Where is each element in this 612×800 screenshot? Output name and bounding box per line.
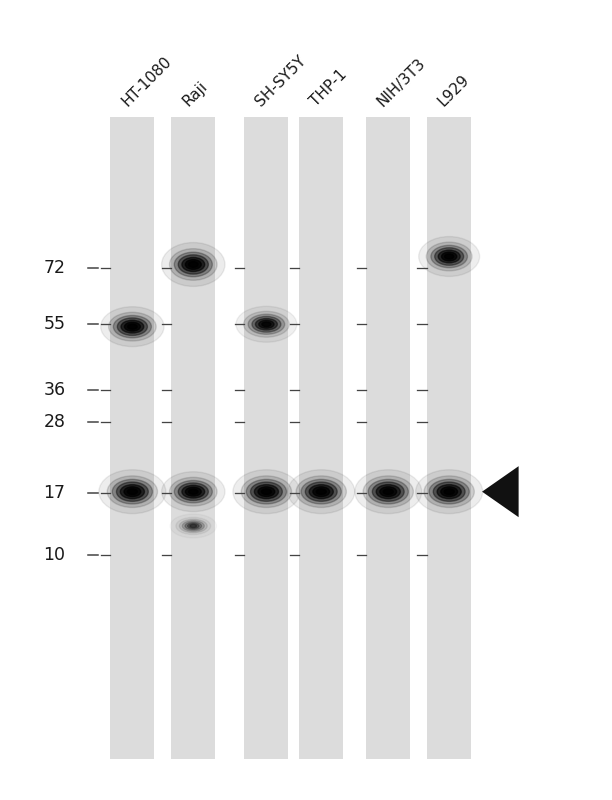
Ellipse shape <box>236 306 297 342</box>
Ellipse shape <box>435 248 464 266</box>
Ellipse shape <box>107 476 157 507</box>
Ellipse shape <box>305 482 337 502</box>
Ellipse shape <box>252 316 281 332</box>
Ellipse shape <box>296 476 346 507</box>
Ellipse shape <box>363 476 413 507</box>
Ellipse shape <box>174 481 212 503</box>
Ellipse shape <box>187 523 199 529</box>
Text: 10: 10 <box>43 546 65 565</box>
Ellipse shape <box>121 320 144 333</box>
Ellipse shape <box>427 242 472 271</box>
Ellipse shape <box>178 483 208 501</box>
Ellipse shape <box>313 487 330 497</box>
Ellipse shape <box>241 476 291 507</box>
Text: THP-1: THP-1 <box>308 66 350 109</box>
Ellipse shape <box>441 487 458 497</box>
Ellipse shape <box>438 250 460 263</box>
Ellipse shape <box>116 482 148 502</box>
Bar <box>244 117 288 758</box>
Ellipse shape <box>259 320 274 328</box>
Ellipse shape <box>179 519 207 533</box>
Ellipse shape <box>101 306 164 346</box>
Ellipse shape <box>261 489 272 494</box>
Bar <box>299 117 343 758</box>
Ellipse shape <box>108 312 156 341</box>
Ellipse shape <box>113 315 151 338</box>
Ellipse shape <box>162 242 225 286</box>
Ellipse shape <box>301 479 341 504</box>
Ellipse shape <box>121 485 144 498</box>
Ellipse shape <box>185 260 201 270</box>
Ellipse shape <box>162 472 225 512</box>
Ellipse shape <box>124 322 140 331</box>
Ellipse shape <box>372 482 404 502</box>
Ellipse shape <box>127 489 138 494</box>
Text: SH-SY5Y: SH-SY5Y <box>253 53 309 109</box>
Ellipse shape <box>244 311 289 337</box>
Ellipse shape <box>316 489 326 494</box>
Ellipse shape <box>178 255 208 274</box>
Ellipse shape <box>416 470 483 514</box>
Ellipse shape <box>424 476 474 507</box>
Ellipse shape <box>174 252 212 277</box>
Text: Raji: Raji <box>180 78 210 109</box>
Bar <box>367 117 410 758</box>
Ellipse shape <box>188 262 198 267</box>
Ellipse shape <box>170 478 217 506</box>
Ellipse shape <box>185 522 201 530</box>
Ellipse shape <box>258 487 275 497</box>
Ellipse shape <box>176 518 211 534</box>
Text: L929: L929 <box>436 72 472 109</box>
Ellipse shape <box>255 318 277 330</box>
Bar <box>110 117 154 758</box>
Ellipse shape <box>355 470 422 514</box>
Bar <box>171 117 215 758</box>
Ellipse shape <box>190 525 197 527</box>
Ellipse shape <box>444 254 453 259</box>
Ellipse shape <box>437 485 461 498</box>
Bar <box>427 117 471 758</box>
Ellipse shape <box>309 485 334 498</box>
Ellipse shape <box>185 487 201 496</box>
Ellipse shape <box>128 324 137 330</box>
Ellipse shape <box>429 479 469 504</box>
Ellipse shape <box>368 479 408 504</box>
Polygon shape <box>482 466 518 517</box>
Ellipse shape <box>444 489 454 494</box>
Ellipse shape <box>383 489 394 494</box>
Ellipse shape <box>112 479 152 504</box>
Ellipse shape <box>288 470 355 514</box>
Ellipse shape <box>376 485 400 498</box>
Ellipse shape <box>433 482 465 502</box>
Ellipse shape <box>118 318 147 335</box>
Ellipse shape <box>441 252 457 261</box>
Text: 72: 72 <box>43 259 65 278</box>
Text: 36: 36 <box>43 381 65 398</box>
Ellipse shape <box>99 470 166 514</box>
Ellipse shape <box>262 322 271 326</box>
Ellipse shape <box>182 521 204 531</box>
Text: 28: 28 <box>43 413 65 430</box>
Ellipse shape <box>182 258 204 271</box>
Text: 17: 17 <box>43 484 65 502</box>
Ellipse shape <box>170 249 217 280</box>
Ellipse shape <box>431 246 468 268</box>
Ellipse shape <box>182 486 204 498</box>
Ellipse shape <box>246 479 286 504</box>
Ellipse shape <box>380 487 397 497</box>
Ellipse shape <box>419 237 480 277</box>
Ellipse shape <box>124 487 141 497</box>
Text: NIH/3T3: NIH/3T3 <box>375 55 428 109</box>
Ellipse shape <box>248 314 285 334</box>
Text: 55: 55 <box>43 315 65 334</box>
Ellipse shape <box>250 482 282 502</box>
Ellipse shape <box>255 485 278 498</box>
Ellipse shape <box>233 470 300 514</box>
Ellipse shape <box>188 489 198 494</box>
Text: HT-1080: HT-1080 <box>119 54 174 109</box>
